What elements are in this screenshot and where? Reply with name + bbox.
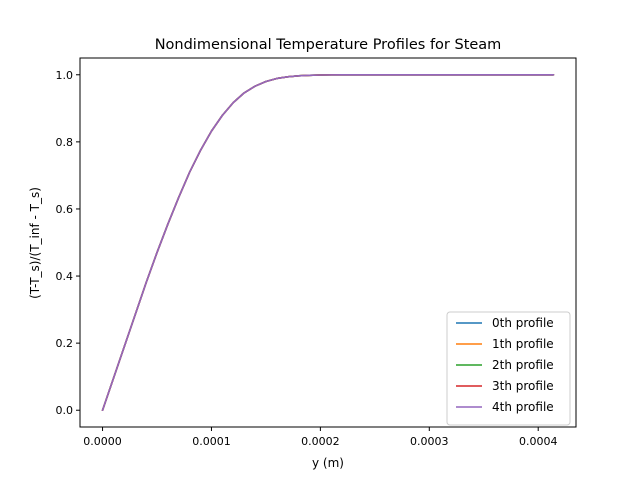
series-lines	[101, 73, 555, 412]
x-tick-label: 0.0002	[301, 435, 340, 448]
legend-label-1: 1th profile	[492, 337, 554, 351]
y-tick-label: 0.2	[56, 337, 74, 350]
legend-label-4: 4th profile	[492, 400, 554, 414]
x-tick-label: 0.0003	[410, 435, 449, 448]
y-tick-label: 0.8	[56, 136, 74, 149]
y-tick-label: 0.6	[56, 203, 74, 216]
x-tick-label: 0.0000	[83, 435, 122, 448]
x-axis-label: y (m)	[312, 456, 344, 470]
series-line-4	[101, 73, 555, 412]
legend: 0th profile 1th profile 2th profile 3th pro…	[446, 311, 571, 426]
y-tick-label: 0.0	[56, 404, 74, 417]
axis-ticks: 0.0000 0.0001 0.0002 0.0003 0.0004 0.0 0.2 0.4 0…	[56, 69, 558, 448]
legend-box	[446, 311, 571, 426]
legend-label-0: 0th profile	[492, 316, 554, 330]
chart-title: Nondimensional Temperature Profiles for …	[155, 37, 502, 53]
y-tick-label: 0.4	[56, 270, 74, 283]
y-axis-label: (T-T_s)/(T_inf - T_s)	[28, 187, 42, 299]
x-tick-label: 0.0004	[519, 435, 558, 448]
x-tick-label: 0.0001	[192, 435, 231, 448]
plot-frame	[79, 57, 577, 428]
y-tick-label: 1.0	[56, 69, 74, 82]
legend-label-3: 3th profile	[492, 379, 554, 393]
legend-label-2: 2th profile	[492, 358, 554, 372]
